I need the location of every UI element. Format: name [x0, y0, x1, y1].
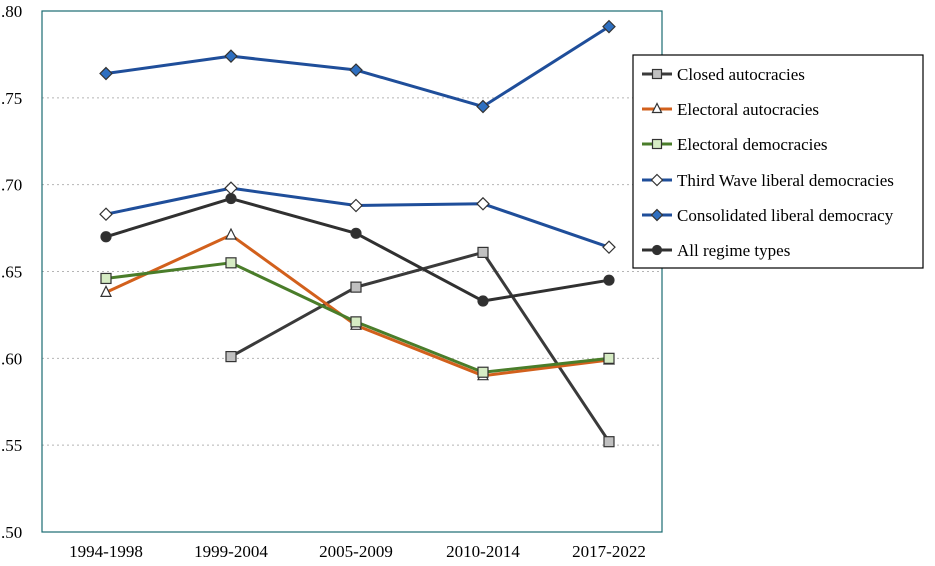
series-line	[230, 250, 611, 443]
legend-swatch-marker	[651, 68, 663, 80]
legend-label: Closed autocracies	[677, 65, 805, 84]
data-point	[100, 284, 112, 297]
legend-swatch-marker	[651, 102, 663, 114]
legend-swatch-marker	[651, 138, 663, 150]
y-tick-label: .50	[1, 523, 22, 542]
data-point	[476, 196, 490, 211]
data-point	[350, 316, 362, 328]
legend-label: Third Wave liberal democracies	[677, 171, 894, 190]
grid-lines	[42, 97, 662, 446]
series-3	[100, 257, 615, 378]
plot-area-frame	[41, 10, 663, 533]
y-tick-label: .70	[1, 176, 22, 195]
legend-swatch-marker	[651, 244, 663, 256]
series-line	[105, 233, 610, 378]
data-point	[350, 227, 362, 239]
legend-box	[632, 54, 924, 269]
legend: Closed autocracies Electoral autocracies E…	[632, 54, 924, 269]
data-point	[225, 227, 237, 240]
data-point	[225, 350, 237, 363]
data-point	[224, 181, 238, 195]
data-point	[224, 49, 238, 64]
y-tick-label: .60	[1, 349, 22, 368]
y-tick-label: .65	[1, 263, 22, 282]
series-2	[100, 227, 615, 381]
series-4	[99, 181, 616, 255]
data-point	[100, 231, 112, 243]
x-tick-label: 2005-2009	[319, 542, 393, 561]
data-point	[350, 281, 362, 293]
data-point	[99, 207, 113, 222]
series-1	[225, 246, 615, 448]
data-point	[100, 272, 112, 285]
y-tick-label: .75	[1, 89, 22, 108]
y-tick-label: .55	[1, 436, 22, 455]
y-tick-label: .80	[1, 2, 22, 21]
legend-swatch-marker	[650, 208, 664, 222]
data-point	[477, 246, 489, 258]
data-point	[349, 63, 363, 77]
data-point	[602, 19, 616, 34]
data-point	[349, 198, 363, 213]
legend-swatch-marker	[650, 173, 664, 187]
x-tick-label: 1999-2004	[194, 542, 268, 561]
legend-label: Electoral autocracies	[677, 100, 819, 119]
data-point	[603, 436, 615, 448]
data-point	[476, 99, 490, 114]
y-axis: .50 .55 .60 .65 .70 .75 .80	[1, 2, 22, 542]
x-tick-label: 2017-2022	[572, 542, 646, 561]
series-6	[100, 192, 615, 307]
data-point	[603, 352, 615, 364]
data-point	[225, 192, 237, 205]
legend-label: Electoral democracies	[677, 135, 828, 154]
data-point	[603, 274, 615, 286]
x-tick-label: 1994-1998	[69, 542, 143, 561]
x-axis: 1994-1998 1999-2004 2005-2009 2010-2014 2017…	[69, 542, 646, 561]
x-tick-label: 2010-2014	[446, 542, 520, 561]
data-point	[477, 366, 489, 378]
data-point	[225, 257, 237, 269]
data-point	[602, 240, 616, 255]
data-point	[99, 66, 113, 81]
data-series	[99, 19, 616, 448]
legend-label: All regime types	[677, 241, 790, 260]
data-point	[477, 295, 489, 307]
series-5	[99, 19, 616, 114]
legend-label: Consolidated liberal democracy	[677, 206, 894, 225]
